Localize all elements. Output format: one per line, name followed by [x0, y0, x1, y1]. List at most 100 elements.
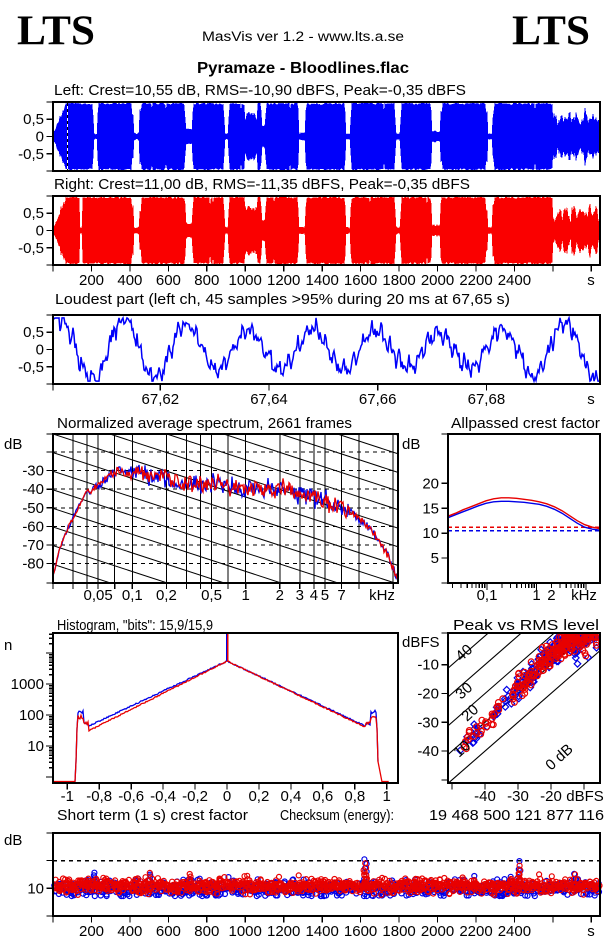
svg-text:2000: 2000 [421, 272, 454, 289]
svg-text:n: n [4, 637, 12, 654]
svg-text:5: 5 [321, 587, 329, 604]
svg-text:2: 2 [276, 587, 284, 604]
svg-text:kHz: kHz [369, 587, 395, 604]
svg-text:1800: 1800 [382, 923, 415, 940]
svg-text:dB: dB [4, 436, 22, 453]
svg-text:2200: 2200 [459, 272, 492, 289]
svg-text:200: 200 [79, 923, 104, 940]
svg-text:0,4: 0,4 [280, 788, 301, 805]
svg-text:kHz: kHz [571, 587, 597, 604]
svg-text:Normalized average spectrum, 2: Normalized average spectrum, 2661 frames [57, 415, 352, 432]
svg-text:1: 1 [532, 587, 540, 604]
svg-text:0: 0 [36, 129, 44, 146]
svg-text:0,6: 0,6 [312, 788, 333, 805]
svg-text:3: 3 [296, 587, 304, 604]
svg-text:0: 0 [223, 788, 231, 805]
svg-text:0,1: 0,1 [477, 587, 498, 604]
svg-text:2400: 2400 [498, 272, 531, 289]
svg-text:4: 4 [310, 587, 318, 604]
svg-text:10: 10 [27, 738, 44, 755]
svg-text:5: 5 [431, 550, 439, 567]
svg-text:100: 100 [19, 707, 44, 724]
svg-text:dB: dB [4, 832, 22, 849]
svg-text:-0,5: -0,5 [18, 359, 44, 376]
svg-text:0,5: 0,5 [23, 205, 44, 222]
svg-text:dBFS: dBFS [402, 634, 440, 651]
svg-text:2400: 2400 [498, 923, 531, 940]
svg-text:Checksum (energy):: Checksum (energy): [280, 807, 394, 824]
svg-text:s: s [587, 391, 595, 408]
svg-text:0,05: 0,05 [83, 587, 112, 604]
svg-text:-40: -40 [417, 743, 439, 760]
svg-text:Loudest part (left ch, 45 sam: Loudest part (left ch, 45 samples >95% d… [55, 291, 510, 308]
svg-text:2200: 2200 [459, 923, 492, 940]
svg-text:7: 7 [337, 587, 345, 604]
svg-text:-70: -70 [22, 537, 44, 554]
svg-text:0,5: 0,5 [201, 587, 222, 604]
svg-text:Histogram, "bits": 15,9/15,9: Histogram, "bits": 15,9/15,9 [57, 617, 213, 634]
svg-text:1400: 1400 [306, 923, 339, 940]
svg-text:Peak vs RMS level: Peak vs RMS level [453, 617, 599, 634]
svg-text:-30: -30 [507, 788, 529, 805]
svg-text:LTS: LTS [512, 9, 590, 55]
svg-text:0,5: 0,5 [23, 111, 44, 128]
svg-text:10: 10 [27, 880, 44, 897]
svg-text:1800: 1800 [382, 272, 415, 289]
svg-text:0: 0 [36, 223, 44, 240]
svg-text:dBFS: dBFS [566, 788, 604, 805]
svg-text:-0,2: -0,2 [182, 788, 208, 805]
svg-text:67,68: 67,68 [468, 391, 506, 408]
svg-text:Right: Crest=11,00 dB, RMS=-11: Right: Crest=11,00 dB, RMS=-11,35 dBFS, … [54, 176, 470, 193]
svg-text:1: 1 [383, 788, 391, 805]
svg-text:2000: 2000 [421, 923, 454, 940]
svg-text:600: 600 [156, 923, 181, 940]
svg-text:-10: -10 [417, 657, 439, 674]
svg-text:0,2: 0,2 [248, 788, 269, 805]
svg-text:1: 1 [242, 587, 250, 604]
svg-text:800: 800 [194, 923, 219, 940]
svg-text:1400: 1400 [306, 272, 339, 289]
svg-text:-50: -50 [22, 500, 44, 517]
svg-text:19 468 500 121 877 116: 19 468 500 121 877 116 [429, 807, 604, 824]
svg-text:-0,4: -0,4 [150, 788, 176, 805]
svg-text:-1: -1 [61, 788, 74, 805]
svg-text:67,62: 67,62 [142, 391, 180, 408]
svg-text:2: 2 [547, 587, 555, 604]
svg-text:dB: dB [402, 436, 420, 453]
svg-text:15: 15 [422, 500, 439, 517]
svg-text:s: s [587, 923, 595, 940]
svg-text:-0,8: -0,8 [86, 788, 112, 805]
svg-text:-20: -20 [417, 686, 439, 703]
svg-text:1200: 1200 [267, 923, 300, 940]
svg-text:200: 200 [79, 272, 104, 289]
svg-text:-30: -30 [417, 714, 439, 731]
svg-text:0,5: 0,5 [23, 324, 44, 341]
svg-text:1600: 1600 [344, 272, 377, 289]
svg-text:10: 10 [422, 525, 439, 542]
svg-text:-30: -30 [22, 463, 44, 480]
svg-text:Pyramaze - Bloodlines.flac: Pyramaze - Bloodlines.flac [197, 60, 409, 77]
svg-text:-40: -40 [474, 788, 496, 805]
svg-text:1000: 1000 [11, 676, 44, 693]
svg-text:-40: -40 [22, 481, 44, 498]
svg-text:0,1: 0,1 [122, 587, 143, 604]
svg-text:67,66: 67,66 [359, 391, 397, 408]
svg-text:Allpassed crest factor: Allpassed crest factor [451, 415, 600, 432]
svg-text:-0,6: -0,6 [118, 788, 144, 805]
svg-text:Short term (1 s) crest factor: Short term (1 s) crest factor [57, 807, 248, 824]
svg-text:800: 800 [194, 272, 219, 289]
svg-text:LTS: LTS [17, 9, 95, 55]
svg-text:MasVis ver 1.2 - www.lts.a.se: MasVis ver 1.2 - www.lts.a.se [202, 29, 404, 44]
svg-text:-80: -80 [22, 556, 44, 573]
svg-text:-20: -20 [540, 788, 562, 805]
svg-text:-60: -60 [22, 518, 44, 535]
svg-text:1200: 1200 [267, 272, 300, 289]
svg-text:600: 600 [156, 272, 181, 289]
svg-text:1000: 1000 [229, 923, 262, 940]
svg-text:Left: Crest=10,55 dB, RMS=-10,: Left: Crest=10,55 dB, RMS=-10,90 dBFS, P… [54, 82, 466, 99]
svg-text:400: 400 [117, 923, 142, 940]
svg-text:400: 400 [117, 272, 142, 289]
svg-text:1000: 1000 [229, 272, 262, 289]
svg-text:0,2: 0,2 [156, 587, 177, 604]
svg-text:20: 20 [422, 475, 439, 492]
